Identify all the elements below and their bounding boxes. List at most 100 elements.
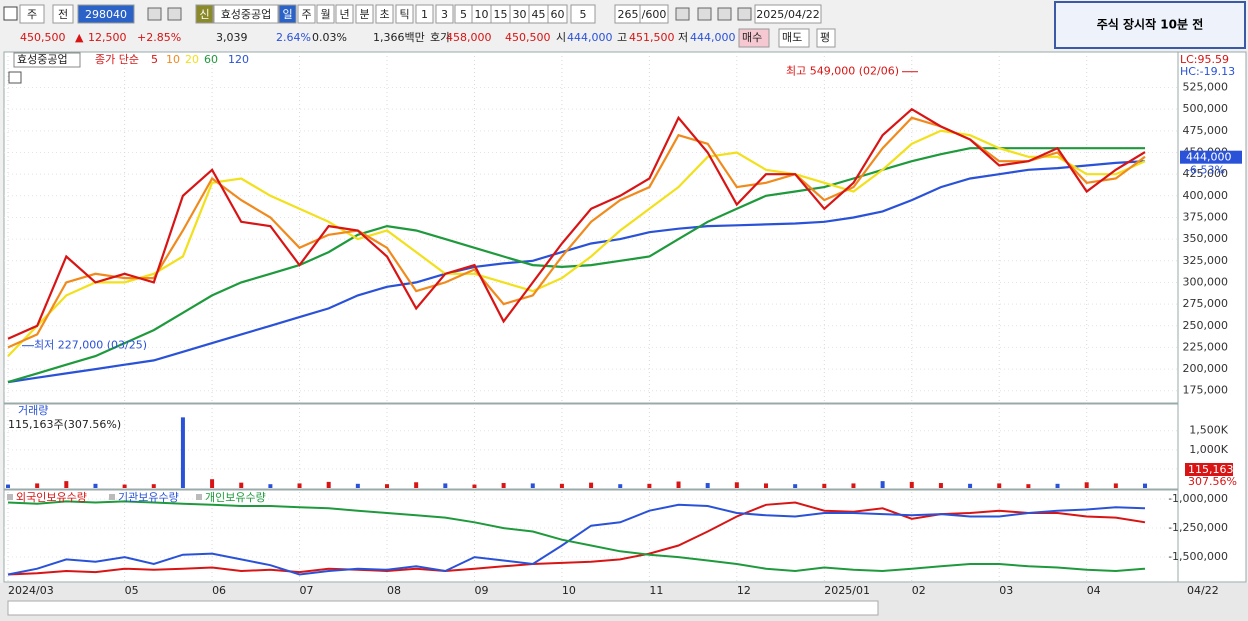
legend-entry: 20 [185,53,199,66]
toolbar-text: 265 [618,8,639,21]
toolbar-button[interactable] [77,4,135,24]
side-label: HC:-19.13 [1180,65,1235,78]
quote-text: 1,366백만 [373,31,425,44]
toolbar-button[interactable] [375,4,394,24]
toolbar-button[interactable] [639,4,669,24]
volume-bar [180,417,185,488]
volume-bar [1055,483,1060,488]
y-tick-label: 300,000 [1183,275,1229,288]
toolbar-text: 1 [421,8,428,21]
volume-last: 115,163 [1188,463,1234,476]
quote-text: 12,500 [88,31,127,44]
quote-text: 2.64% [276,31,311,44]
trade-button[interactable] [778,28,810,48]
toolbar-button[interactable] [316,4,335,24]
quote-text: 451,500 [629,31,675,44]
toolbar-text: 30 [513,8,527,21]
toolbar-button[interactable] [570,4,596,24]
toolbar-button[interactable] [213,4,279,24]
stock-tag [13,52,81,68]
toolbar-text: 2025/04/22 [756,8,819,21]
toolbar-text: 5 [460,8,467,21]
quote-text: 450,500 [20,31,66,44]
y-tick-label: 1,500K [1189,424,1228,437]
toolbar-text: 효성중공업 [221,8,272,21]
volume-bar [64,481,69,488]
notice-box [1054,1,1246,49]
toolbar-button[interactable] [547,4,568,24]
quote-text: 3,039 [216,31,248,44]
x-tick-label: 08 [387,584,401,597]
toolbar-button[interactable] [52,4,74,24]
legend-entry: 5 [151,53,158,66]
legend-entry: 60 [204,53,218,66]
volume-bar [851,483,856,488]
toolbar-text: 전 [58,8,68,21]
volume-bar [93,483,98,488]
y-tick-label: 500,000 [1183,102,1229,115]
window-icon[interactable] [3,6,18,21]
tool-icon[interactable] [717,7,732,21]
tool-icon[interactable] [697,7,712,21]
toolbar-button[interactable] [195,4,214,24]
table-icon[interactable] [8,71,22,84]
quote-text: 호가 [430,31,450,44]
toolbar-button[interactable] [395,4,414,24]
trade-button[interactable] [738,28,770,48]
volume-bar [938,483,943,488]
side-label: LC:95.59 [1180,53,1229,66]
toolbar-button[interactable] [19,4,45,24]
volume-bar [705,483,710,488]
toolbar-button[interactable] [278,4,297,24]
toolbar-button[interactable] [355,4,374,24]
volume-bar [1113,483,1118,488]
y-tick-label: 250,000 [1183,319,1229,332]
toolbar-text: 분 [359,8,369,21]
tool-icon[interactable] [737,7,752,21]
y-tick-label: 475,000 [1183,124,1229,137]
series-line [7,500,1146,573]
volume-bar [734,482,739,488]
y-tick-label: -1,500,000 [1168,550,1228,563]
volume-bar [997,483,1002,488]
volume-bar [559,483,564,488]
tool-icon[interactable] [167,7,182,21]
quote-text: 458,000 [446,31,492,44]
y-tick-label: -1,000,000 [1168,492,1228,505]
y-tick-label: 375,000 [1183,210,1229,223]
tool-icon[interactable] [147,7,162,21]
change-label: -6.53% [1186,164,1225,177]
legend-entry: 외국인보유수량 [16,491,87,504]
trade-button[interactable] [816,28,836,48]
toolbar-button[interactable] [335,4,354,24]
volume-bar [239,482,244,488]
volume-bar [1026,484,1031,488]
y-tick-label: 175,000 [1183,384,1229,397]
axis-panel [1177,51,1247,583]
quote-text: ▲ [75,31,84,44]
toolbar-button[interactable] [754,4,822,24]
toolbar-button[interactable] [415,4,434,24]
toolbar-text: 신 [199,8,209,21]
volume-bar [764,483,768,488]
volume-panel [3,403,1179,490]
toolbar-button[interactable] [435,4,454,24]
volume-bar [618,484,623,488]
legend-swatch [7,494,13,500]
volume-ratio: 307.56% [1188,475,1237,488]
volume-bar [968,483,973,488]
toolbar-button[interactable] [297,4,316,24]
volume-bar [1143,483,1147,488]
legend-entry: 120 [228,53,249,66]
volume-bar [122,484,127,488]
x-tick-label: 12 [737,584,751,597]
volume-bar [151,484,156,488]
volume-bar [909,481,914,488]
toolbar-text: 298040 [85,8,127,21]
volume-bar [822,483,827,488]
toolbar-text: 초 [379,8,389,21]
scrollbar[interactable] [7,600,879,616]
tool-icon[interactable] [675,7,690,21]
y-tick-label: 525,000 [1183,81,1229,94]
